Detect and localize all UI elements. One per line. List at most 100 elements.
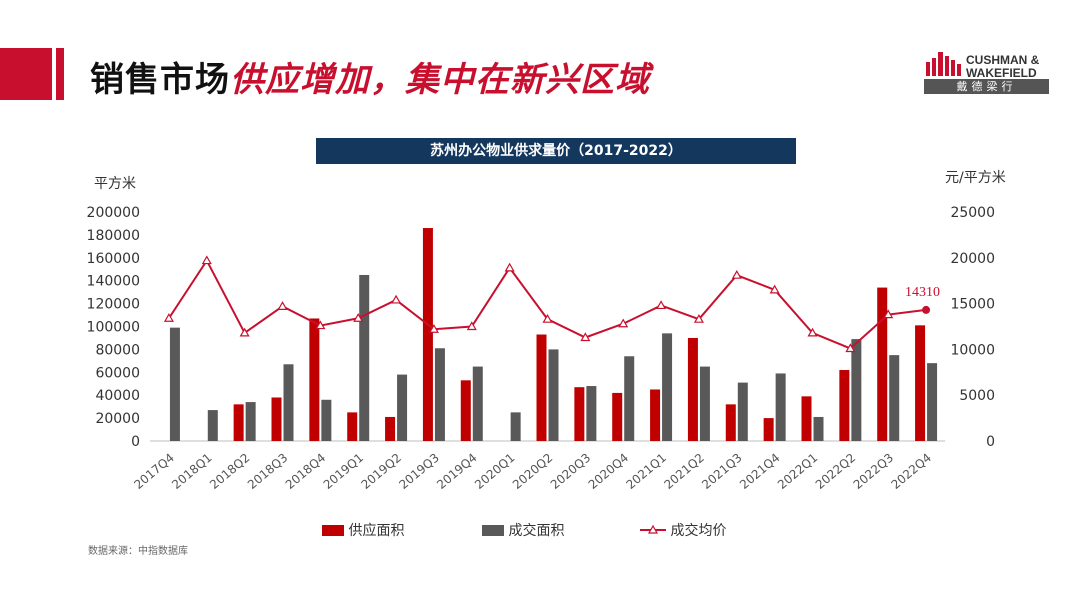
x-tick-label: 2022Q4 [889, 451, 934, 492]
x-tick-label: 2021Q3 [699, 451, 744, 492]
x-tick-label: 2020Q2 [510, 451, 555, 492]
bar-deal [586, 386, 597, 441]
x-tick-label: 2018Q4 [283, 451, 328, 492]
bar-supply [574, 387, 585, 441]
last-price-annotation: 14310 [905, 285, 940, 300]
legend-item-price: 成交均价 [640, 520, 726, 540]
x-tick-label: 2017Q4 [131, 451, 176, 492]
bar-supply [687, 337, 698, 441]
bar-deal [548, 349, 559, 441]
bar-deal [624, 356, 635, 441]
price-point [922, 305, 931, 314]
x-tick-label: 2019Q3 [396, 451, 441, 492]
bar-supply [309, 318, 320, 441]
x-tick-label: 2018Q3 [245, 451, 290, 492]
bar-deal [321, 399, 332, 441]
y-tick-left: 40000 [95, 388, 140, 404]
price-point [542, 313, 553, 323]
y-tick-right: 5000 [959, 388, 995, 404]
price-point [656, 300, 667, 310]
x-tick-label: 2021Q2 [661, 451, 706, 492]
y-tick-right: 15000 [950, 297, 995, 313]
legend-item-deal: 成交面积 [482, 520, 564, 540]
y-tick-right: 25000 [950, 205, 995, 221]
bar-supply [385, 416, 396, 441]
header-accent-block [0, 48, 52, 100]
bar-supply [801, 396, 812, 441]
bar-supply [347, 412, 358, 441]
bar-deal [283, 364, 294, 441]
price-point [163, 313, 174, 322]
x-tick-label: 2021Q4 [737, 451, 782, 492]
bar-deal [699, 366, 710, 441]
bar-supply [612, 392, 623, 441]
price-point [428, 324, 439, 333]
legend-item-supply: 供应面积 [322, 520, 404, 540]
bar-deal [434, 348, 445, 441]
bar-deal [813, 416, 824, 441]
company-logo: CUSHMAN & WAKEFIELD 戴德梁行 [924, 48, 1049, 96]
page-title: 销售市场供应增加，集中在新兴区域 [90, 52, 650, 101]
bar-deal [245, 402, 256, 441]
bar-deal [889, 355, 900, 441]
bar-deal [851, 339, 862, 441]
price-point [845, 343, 856, 353]
bar-supply [725, 404, 736, 441]
bar-supply [915, 325, 926, 441]
y-tick-right: 0 [986, 434, 995, 450]
legend-label-deal: 成交面积 [508, 523, 565, 539]
x-tick-label: 2020Q4 [586, 451, 631, 492]
x-tick-label: 2020Q1 [472, 451, 517, 492]
price-point [693, 313, 704, 323]
y-tick-left: 100000 [87, 320, 140, 336]
price-point [769, 284, 780, 294]
price-point [391, 294, 402, 304]
x-tick-label: 2019Q4 [434, 451, 479, 492]
bar-deal [927, 363, 938, 441]
price-point [201, 255, 212, 265]
x-tick-label: 2018Q1 [169, 451, 214, 492]
bar-supply [460, 380, 471, 441]
bar-supply [233, 404, 244, 441]
price-point [807, 327, 818, 337]
y-tick-left: 0 [131, 434, 140, 450]
logo-line1: CUSHMAN & [966, 53, 1040, 67]
bar-deal [169, 327, 180, 441]
bar-supply [650, 389, 661, 441]
price-point [353, 313, 364, 322]
y-axis-left-label: 平方米 [94, 176, 136, 192]
bar-supply [839, 370, 850, 441]
x-tick-label: 2018Q2 [207, 451, 252, 492]
y-tick-left: 140000 [87, 274, 140, 290]
y-tick-right: 10000 [950, 342, 995, 358]
page-title-main: 销售市场 [90, 60, 230, 100]
data-source-note: 数据来源：中指数据库 [88, 546, 188, 557]
header-accent-stripe [56, 48, 64, 100]
price-point [883, 309, 894, 319]
bar-deal [472, 366, 483, 441]
x-tick-label: 2020Q3 [548, 451, 593, 492]
legend-swatch-supply [322, 525, 344, 536]
y-tick-right: 20000 [950, 251, 995, 267]
y-tick-left: 180000 [87, 228, 140, 244]
price-point [618, 318, 629, 328]
logo-building-icon [926, 52, 961, 76]
bar-supply [877, 287, 888, 441]
logo-wordmark: CUSHMAN & WAKEFIELD [966, 54, 1039, 80]
price-point [466, 321, 477, 331]
x-tick-label: 2022Q1 [775, 451, 820, 492]
x-tick-label: 2021Q1 [624, 451, 669, 492]
bar-deal [510, 412, 521, 441]
bar-deal [207, 410, 218, 441]
price-point [277, 301, 288, 310]
x-tick-label: 2019Q1 [321, 451, 366, 492]
legend-swatch-price [640, 524, 666, 534]
bar-supply [271, 397, 282, 441]
logo-line2: WAKEFIELD [966, 66, 1037, 80]
bar-deal [775, 373, 786, 441]
price-point [731, 269, 742, 279]
legend-label-supply: 供应面积 [348, 523, 405, 539]
legend-label-price: 成交均价 [670, 523, 727, 539]
logo-chinese-name: 戴德梁行 [924, 79, 1049, 94]
